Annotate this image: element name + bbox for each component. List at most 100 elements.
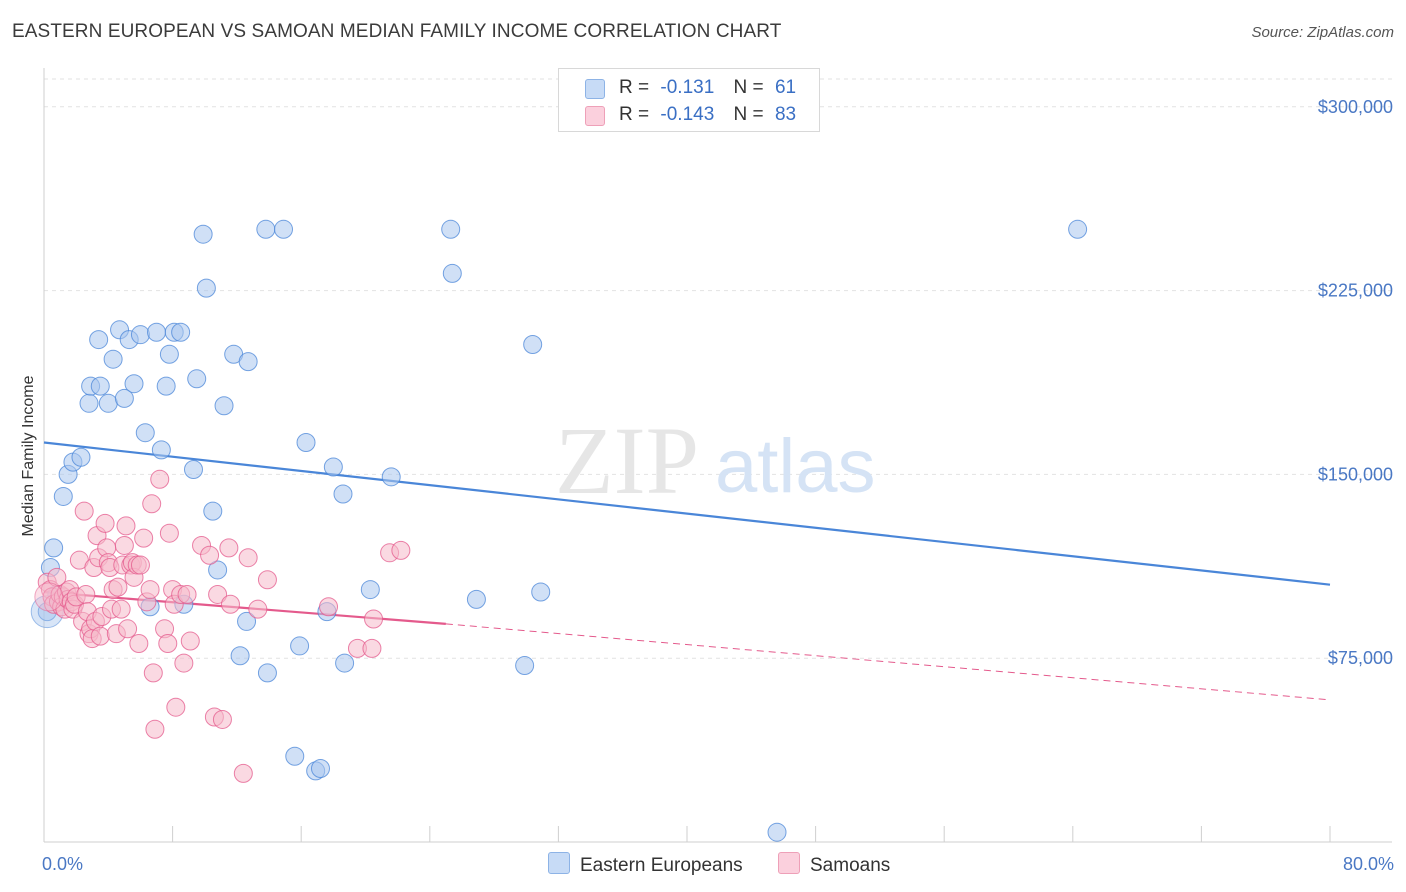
legend-n-label: N = (733, 104, 764, 125)
samoan-point-71 (212, 709, 232, 729)
eastern-point-32 (214, 396, 234, 416)
eastern-point-24 (171, 322, 191, 342)
eastern-point-15 (124, 374, 144, 394)
y-tick-label-3: $300,000 (1318, 97, 1393, 117)
stats-legend: R = -0.131 N = 61 R = -0.143 N = 83 (558, 68, 820, 132)
eastern-point-31 (208, 560, 228, 580)
eastern-point-51 (441, 219, 461, 239)
samoan-point-50 (134, 528, 154, 548)
eastern-point-48 (335, 653, 355, 673)
samoan-point-31 (95, 513, 115, 533)
eastern-point-6 (79, 393, 99, 413)
samoan-point-19 (76, 584, 96, 604)
eastern-point-28 (193, 224, 213, 244)
eastern-point-1 (44, 538, 64, 558)
samoan-point-80 (362, 638, 382, 658)
bottom-legend-swatch-samoan (778, 852, 800, 874)
eastern-point-47 (333, 484, 353, 504)
eastern-point-13 (114, 388, 134, 408)
samoan-point-74 (233, 763, 253, 783)
eastern-point-34 (230, 646, 250, 666)
eastern-point-19 (147, 322, 167, 342)
eastern-point-54 (515, 656, 535, 676)
legend-swatch-samoan (585, 106, 605, 126)
eastern-point-38 (256, 219, 276, 239)
samoan-point-72 (219, 538, 239, 558)
points-samoans (34, 469, 411, 783)
eastern-point-42 (296, 433, 316, 453)
legend-r-value: -0.143 (660, 104, 715, 125)
legend-r-label: R = (619, 77, 650, 98)
eastern-point-50 (381, 467, 401, 487)
eastern-point-53 (466, 589, 486, 609)
samoan-point-76 (248, 599, 268, 619)
source-credit: Source: ZipAtlas.com (1251, 24, 1394, 41)
eastern-point-9 (90, 376, 110, 396)
legend-r-label: R = (619, 104, 650, 125)
eastern-point-16 (130, 325, 150, 345)
samoan-point-68 (200, 545, 220, 565)
eastern-point-29 (196, 278, 216, 298)
eastern-point-44 (310, 758, 330, 778)
samoan-point-62 (166, 697, 186, 717)
samoan-point-75 (238, 548, 258, 568)
bottom-legend-swatch-eastern (548, 852, 570, 874)
samoan-point-29 (90, 626, 110, 646)
y-tick-label-1: $150,000 (1318, 464, 1393, 484)
x-tick-labels: 0.0% 80.0% (42, 854, 1394, 874)
samoan-point-49 (130, 555, 150, 575)
bottom-legend-eastern: Eastern Europeans (548, 852, 743, 877)
eastern-point-56 (531, 582, 551, 602)
trend-solid (43, 441, 1331, 586)
samoan-point-56 (150, 469, 170, 489)
eastern-point-46 (323, 457, 343, 477)
chart-title: EASTERN EUROPEAN VS SAMOAN MEDIAN FAMILY… (12, 21, 782, 42)
points-eastern-europeans (30, 219, 1088, 842)
eastern-point-11 (103, 349, 123, 369)
axes (43, 68, 1392, 843)
samoan-point-55 (145, 719, 165, 739)
samoan-point-83 (391, 540, 411, 560)
samoan-point-58 (158, 633, 178, 653)
watermark-atlas: atlas (715, 424, 876, 509)
watermark: ZIP atlas (555, 407, 876, 514)
eastern-point-37 (257, 663, 277, 683)
samoan-point-64 (174, 653, 194, 673)
eastern-point-30 (203, 501, 223, 521)
eastern-point-5 (71, 447, 91, 467)
samoan-point-81 (364, 609, 384, 629)
samoan-point-20 (74, 501, 94, 521)
samoan-point-66 (180, 631, 200, 651)
eastern-point-20 (151, 440, 171, 460)
y-tick-label-2: $225,000 (1318, 281, 1393, 301)
eastern-point-27 (187, 369, 207, 389)
trend-line-eastern-europeans (43, 441, 1331, 586)
x-tick-min: 0.0% (42, 854, 83, 874)
samoan-point-48 (129, 633, 149, 653)
y-tick-labels: $75,000 $150,000 $225,000 $300,000 (1318, 97, 1393, 668)
samoan-point-41 (114, 535, 134, 555)
samoan-point-70 (208, 584, 228, 604)
bottom-legend-label-eastern: Eastern Europeans (580, 855, 743, 876)
y-axis-label: Median Family Income (20, 375, 37, 536)
samoan-point-65 (177, 584, 197, 604)
legend-n-value: 83 (774, 104, 797, 125)
eastern-point-35 (237, 611, 257, 631)
legend-n-value: 61 (774, 77, 797, 98)
samoan-cluster-point (34, 582, 64, 612)
eastern-point-52 (442, 263, 462, 283)
eastern-point-49 (360, 580, 380, 600)
eastern-point-26 (183, 459, 203, 479)
eastern-point-57 (767, 822, 787, 842)
samoan-point-53 (142, 494, 162, 514)
y-tick-label-0: $75,000 (1328, 648, 1393, 668)
eastern-point-2 (53, 486, 73, 506)
legend-r-value: -0.131 (660, 77, 715, 98)
samoan-point-78 (319, 597, 339, 617)
samoan-point-73 (220, 594, 240, 614)
samoan-point-52 (140, 580, 160, 600)
trend-dashed (445, 623, 1331, 701)
watermark-zip: ZIP (555, 407, 699, 514)
legend-n-label: N = (733, 77, 764, 98)
